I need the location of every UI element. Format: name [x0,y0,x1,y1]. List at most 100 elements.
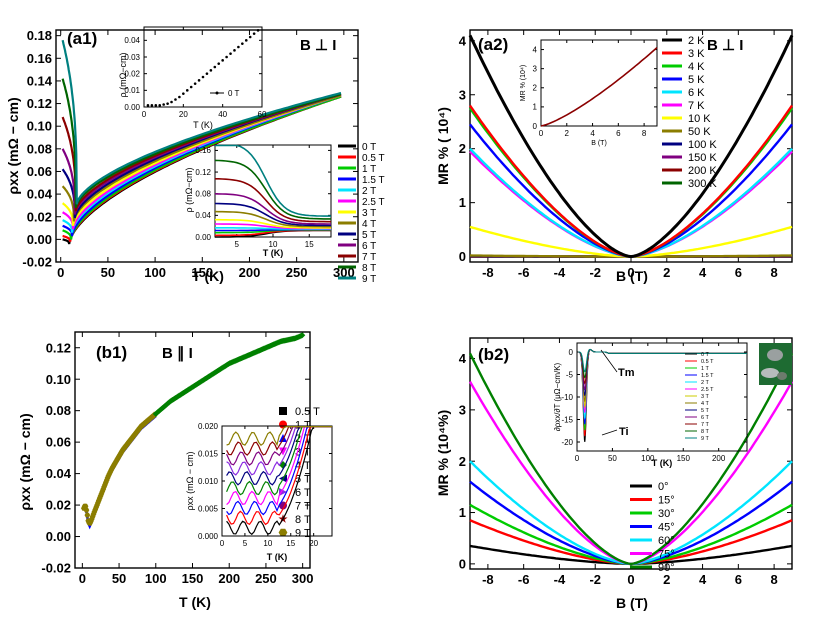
inset-point [185,89,189,92]
legend-label: 2 T [362,186,376,197]
x-tick-label: 6 [735,265,742,280]
inset-point [217,62,221,65]
x-tick-label: 250 [286,265,308,280]
x-tick-label: 100 [145,571,167,586]
y-tick-label: 0.08 [27,141,52,156]
inset-legend-label: 0 T [228,89,240,98]
inset-point [213,65,217,69]
inset-legend-label: 7 T [701,422,709,428]
inset-point [225,55,228,59]
y-tick-label: 3 [459,402,466,417]
x-axis-label: B (T) [616,595,648,611]
annotation-arrow [600,349,618,373]
inset-legend-label: 0.5 T [701,359,714,365]
y-tick-label: 0.020 [198,422,219,431]
inset-y-label: MR % (10⁴) [520,65,527,101]
x-tick-label: 0 [575,454,580,463]
legend-label: 2.5 T [362,197,385,208]
y-tick-label: 4 [459,33,467,48]
plot-frame [143,26,263,108]
y-tick-label: 0.00 [27,232,52,247]
inset-series-line [215,218,331,229]
legend-label: 90° [658,562,675,574]
inset-legend-label: 9 T [701,436,709,442]
plot-frame [540,39,658,127]
y-tick-label: 0.015 [198,449,219,458]
y-tick-label: 0 [533,122,538,131]
x-tick-label: -2 [589,572,601,587]
inset-series-line [215,178,331,223]
legend-marker [279,488,287,496]
inset-point [162,103,165,106]
y-tick-label: 4 [459,351,467,366]
y-tick-label: 0.08 [195,190,211,199]
y-axis-label: MR % (10⁴%) [435,410,451,496]
inset-legend-label: 2.5 T [701,387,714,393]
inset-point [233,49,236,52]
inset-point [150,104,154,107]
y-tick-label: 0 [459,249,466,264]
legend-label: 10 K [688,113,711,125]
legend-label: 5 T [362,230,376,241]
legend-label: 0.5 T [362,153,385,164]
inset-point [248,35,252,39]
inset-series-line [578,349,747,397]
inset-point [209,69,213,72]
inset-point [237,45,240,49]
legend-label: 0 T [362,142,376,153]
inset-series-line [578,349,747,413]
y-tick-label: 0.16 [195,146,211,155]
legend-label: 50 K [688,126,711,138]
legend-marker [278,528,288,537]
legend-marker [279,501,287,510]
inset-series-line [578,349,747,442]
inset-point [154,104,158,107]
x-tick-label: 8 [770,265,777,280]
x-tick-label: -8 [482,265,494,280]
y-tick-label: 0 [459,556,466,571]
series-line-4T [61,94,342,222]
legend-label: 150 K [688,152,717,164]
plot-frame [55,29,359,263]
x-tick-label: 8 [770,572,777,587]
series-line-45° [469,480,793,566]
y-tick-label: 2 [459,141,466,156]
legend-marker [279,407,287,415]
panel-b1: 0 50 100 150 200 250 300-0.020.000.020.040.060… [17,331,333,610]
y-tick-label: 0.04 [46,466,72,481]
legend-label: 9 T [295,528,311,540]
x-tick-label: 4 [590,129,595,138]
legend-label: 100 K [688,139,717,151]
inset-series-line [578,349,747,431]
inset-point [252,32,256,35]
y-tick-label: 0.02 [27,209,52,224]
inset-series-line [214,210,331,228]
legend-label: 6 K [688,87,705,99]
inset-series-line [578,349,747,425]
series-line-3T [62,94,342,227]
inset-series-line [226,426,332,456]
inset-point [205,72,209,75]
inset-annotation-Ti: Ti [619,426,629,438]
data-point-9T [82,503,89,509]
legend-label: 3 K [688,48,705,60]
panel-label: (b2) [478,345,509,364]
legend-label: 3 T [362,208,376,219]
x-tick-label: 20 [309,539,318,548]
legend-label: 15° [658,495,675,507]
inset-point [166,102,169,105]
x-tick-label: 5 [243,539,248,548]
inset-legend-label: 5 T [701,408,709,414]
x-tick-label: 60 [258,110,267,119]
y-tick-label: 0.08 [46,403,71,418]
panel-a1: 0 50 100 150 200 250 300-0.020.000.020.040.060… [5,26,385,285]
inset-series-line [578,349,747,385]
y-tick-label: 0.00 [195,233,211,242]
inset-point [174,98,177,101]
y-tick-label: 0.010 [198,477,219,486]
x-tick-label: 40 [218,110,227,119]
inset-x-label: T (K) [193,120,213,130]
data-point-9T [83,507,90,513]
y-tick-label: 0.10 [27,119,52,134]
x-tick-label: 0 [79,571,86,586]
